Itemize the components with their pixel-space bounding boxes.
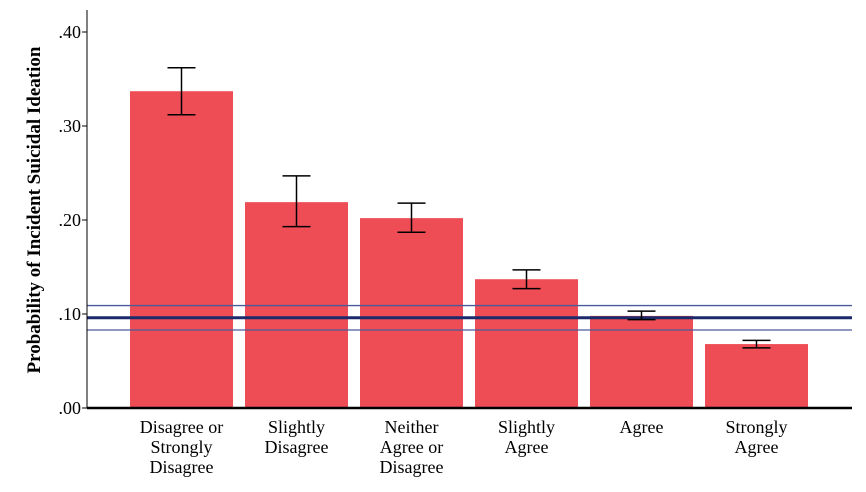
bar — [705, 344, 808, 408]
category-labels: Disagree or Strongly Disagree Slightly Disag… — [140, 417, 788, 477]
x-tick-label: Slightly Agree — [498, 417, 555, 457]
x-tick-label: Disagree or Strongly Disagree — [140, 417, 223, 477]
y-tick-label: .20 — [59, 210, 82, 230]
bar — [475, 279, 578, 408]
error-bar — [282, 175, 311, 228]
x-tick-label: Agree — [620, 417, 664, 437]
bar — [590, 315, 693, 408]
y-tick-label: .00 — [59, 398, 82, 418]
error-bars — [167, 66, 771, 349]
x-tick-label: Strongly Agree — [725, 417, 787, 457]
y-tick-label: .10 — [59, 304, 82, 324]
x-tick-label: Neither Agree or Disagree — [380, 417, 444, 477]
bar — [360, 218, 463, 408]
reference-lines — [87, 304, 852, 331]
bars — [130, 91, 808, 408]
y-tick-label: .30 — [59, 116, 82, 136]
bar — [130, 91, 233, 408]
error-bar — [512, 269, 541, 290]
error-bar — [742, 339, 771, 349]
y-axis-title: Probability of Incident Suicidal Ideatio… — [24, 46, 45, 373]
y-tick-label: .40 — [59, 22, 82, 42]
error-bar — [167, 66, 196, 116]
error-bar — [627, 310, 656, 321]
error-bar — [397, 202, 426, 233]
y-axis-ticks: .00 .10 .20 .30 .40 — [59, 22, 87, 418]
x-tick-label: Slightly Disagree — [265, 417, 329, 457]
